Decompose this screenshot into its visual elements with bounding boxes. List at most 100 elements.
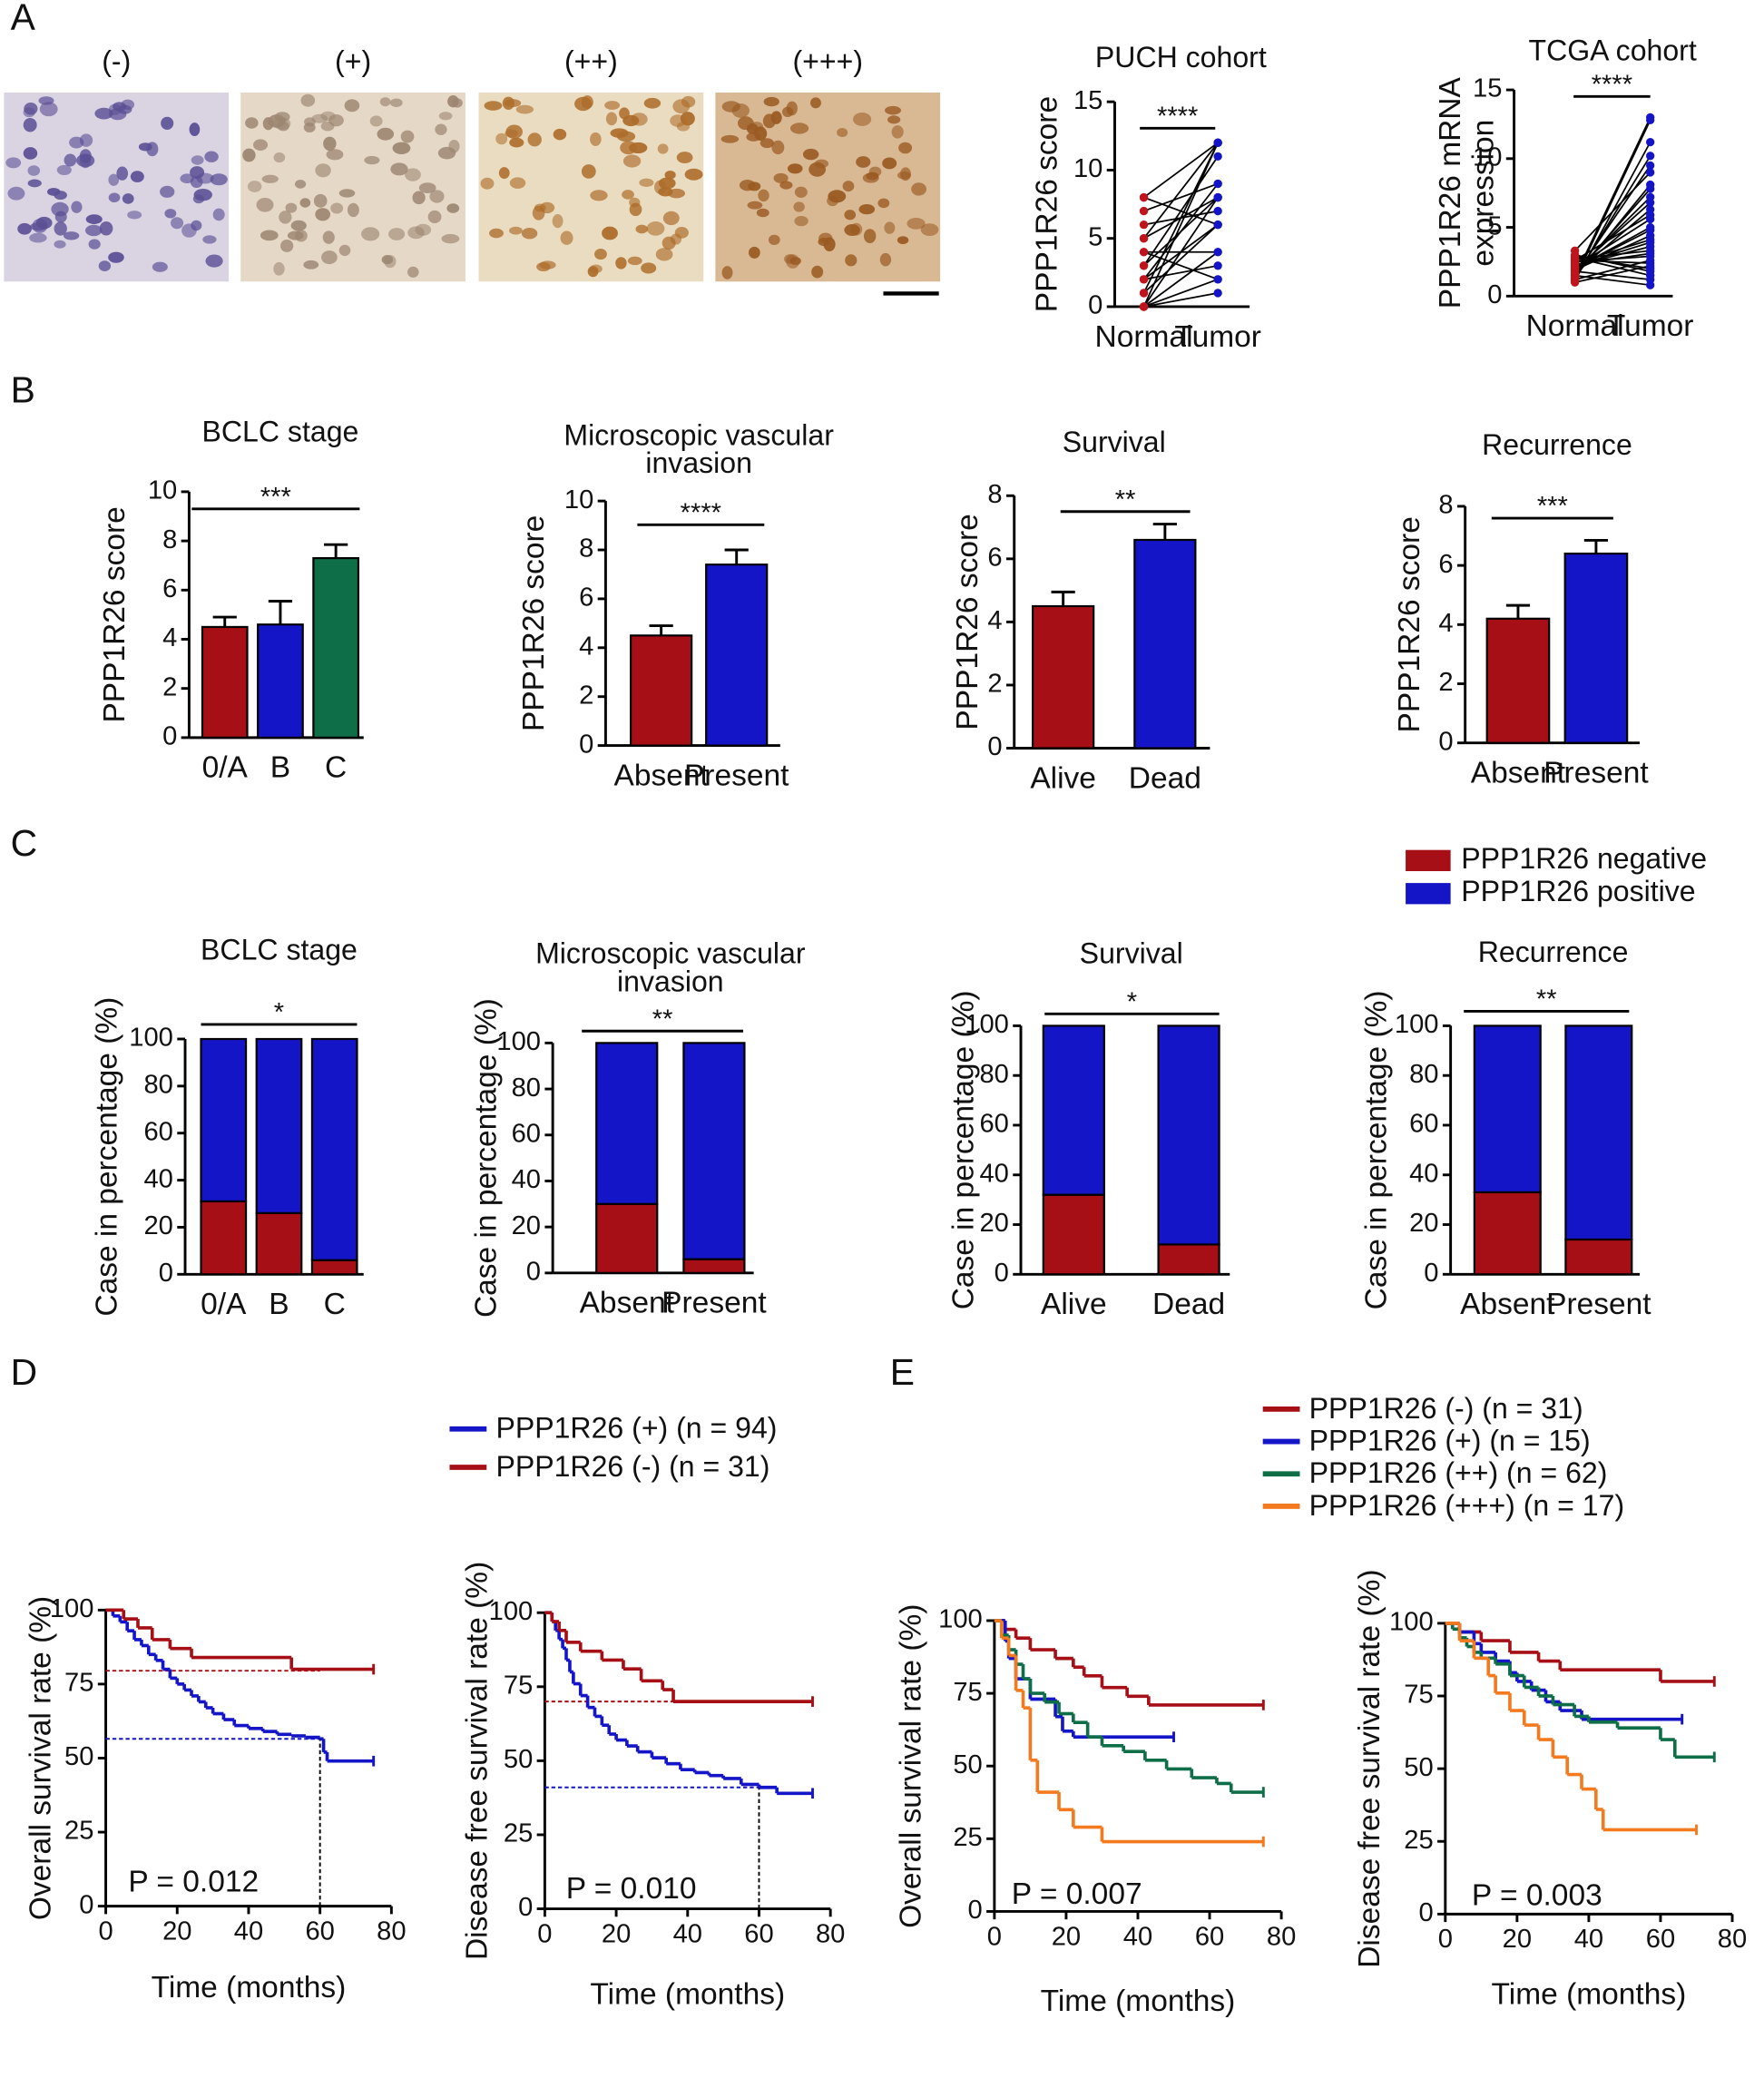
significance-label: ** <box>1115 485 1136 515</box>
nucleus <box>84 224 103 237</box>
nucleus <box>330 202 344 214</box>
y-tick-label: 80 <box>1409 1060 1438 1089</box>
nucleus <box>810 97 821 109</box>
nucleus <box>273 152 286 163</box>
nucleus <box>389 98 403 108</box>
significance-label: **** <box>1592 70 1632 99</box>
nucleus <box>814 159 829 169</box>
x-tick-label: 0 <box>537 1919 552 1948</box>
nucleus <box>498 167 510 180</box>
nucleus <box>347 202 359 218</box>
nucleus <box>794 215 808 227</box>
p-value: P = 0.010 <box>566 1872 697 1906</box>
nucleus <box>552 214 564 229</box>
nucleus <box>64 153 77 167</box>
x-tick-label: 60 <box>744 1919 773 1948</box>
x-tick-label: Dead <box>1152 1288 1225 1321</box>
y-axis-label: Overall survival rate (%) <box>24 1596 57 1920</box>
pair-line <box>1143 250 1219 280</box>
nucleus <box>56 164 72 176</box>
nucleus <box>509 137 524 148</box>
point <box>1570 272 1580 281</box>
point <box>1570 251 1580 261</box>
nucleus <box>285 202 298 213</box>
x-tick-label: Present <box>1546 1288 1651 1321</box>
nucleus <box>770 111 782 124</box>
point <box>1139 275 1149 284</box>
bar <box>201 625 249 739</box>
y-tick-label: 50 <box>64 1742 93 1771</box>
y-tick-label: 8 <box>987 480 1002 509</box>
nucleus <box>17 222 32 235</box>
chart-title: BCLC stage <box>201 933 358 965</box>
pair-line <box>1143 182 1219 212</box>
significance-label: * <box>274 998 284 1027</box>
nucleus <box>130 171 144 182</box>
nucleus <box>407 226 425 240</box>
y-axis-label: Overall survival rate (%) <box>894 1604 927 1928</box>
nucleus <box>311 113 328 123</box>
nucleus <box>721 266 733 279</box>
pair-line <box>1573 116 1651 278</box>
legend-label: PPP1R26 (-) (n = 31) <box>495 1450 769 1483</box>
pair-line <box>1574 270 1651 280</box>
y-axis-label: Case in percentage (%) <box>1359 990 1393 1309</box>
x-tick-label: Tumor <box>1607 309 1694 343</box>
nucleus <box>108 173 120 186</box>
nucleus <box>560 230 573 245</box>
nucleus <box>122 193 134 204</box>
nucleus <box>532 205 545 221</box>
x-tick-label: Present <box>662 1287 767 1320</box>
y-tick-label: 0 <box>968 1896 983 1925</box>
nucleus <box>605 112 618 126</box>
bar-segment <box>255 1211 303 1276</box>
nucleus <box>527 132 542 147</box>
x-axis-label: Time (months) <box>1041 1985 1236 2018</box>
y-tick-label: 20 <box>979 1209 1008 1238</box>
nucleus <box>447 95 459 108</box>
y-tick-label: 4 <box>987 606 1002 635</box>
y-tick-label: 15 <box>1473 74 1502 103</box>
nucleus <box>27 179 42 188</box>
nucleus <box>369 115 383 127</box>
nucleus <box>641 262 657 274</box>
y-axis-label: expression <box>1466 120 1500 267</box>
point <box>1139 302 1149 311</box>
nucleus <box>837 127 848 138</box>
nucleus <box>39 102 58 117</box>
nucleus <box>253 139 269 152</box>
y-tick-label: 8 <box>162 525 177 554</box>
point <box>1213 220 1222 230</box>
y-tick-label: 10 <box>148 476 177 505</box>
ihc-label: (-) <box>102 44 131 77</box>
nucleus <box>842 181 855 192</box>
y-tick-label: 40 <box>512 1165 541 1194</box>
y-tick-label: 60 <box>512 1119 541 1148</box>
nucleus <box>616 131 636 142</box>
y-tick-label: 100 <box>1395 1010 1439 1039</box>
y-tick-label: 100 <box>129 1024 173 1053</box>
y-tick-label: 50 <box>953 1750 982 1779</box>
nucleus <box>189 123 201 137</box>
pair-line <box>1142 196 1219 267</box>
pair-line <box>1574 234 1651 271</box>
x-tick-label: 20 <box>1052 1922 1081 1951</box>
legend-label: PPP1R26 negative <box>1461 842 1707 875</box>
y-tick-label: 10 <box>1073 154 1102 183</box>
nucleus <box>171 217 184 230</box>
nucleus <box>51 201 69 217</box>
chart-title: Survival <box>1080 937 1183 970</box>
nucleus <box>260 230 279 241</box>
nucleus <box>138 142 152 152</box>
nucleus <box>553 128 567 141</box>
panel-letter: B <box>11 368 35 410</box>
bar-segment <box>682 1042 746 1260</box>
y-tick-label: 100 <box>496 1027 541 1056</box>
nucleus <box>210 173 228 186</box>
nucleus <box>657 143 669 154</box>
point <box>1139 248 1149 257</box>
nucleus <box>287 230 304 240</box>
nucleus <box>906 218 926 230</box>
nucleus <box>749 246 760 259</box>
point <box>1139 261 1149 270</box>
